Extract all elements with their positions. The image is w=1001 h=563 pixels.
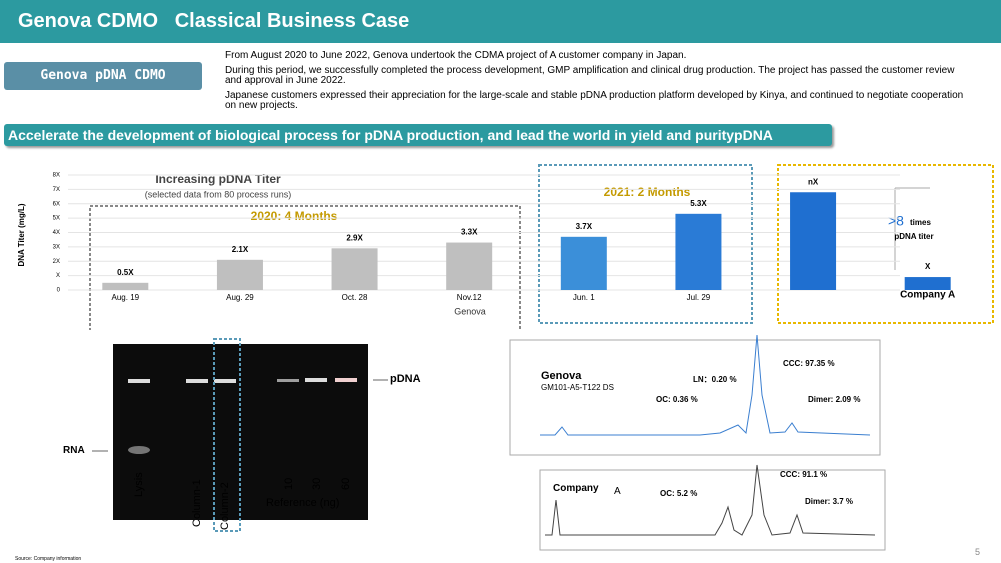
figures bbox=[92, 335, 886, 551]
peak-label: CCC: 91.1 % bbox=[780, 470, 828, 479]
paragraph: During this period, we successfully comp… bbox=[225, 65, 955, 86]
y-tick-label: 2X bbox=[53, 259, 60, 265]
bar bbox=[102, 282, 149, 290]
lane-label: Lysis bbox=[133, 472, 145, 497]
y-tick-label: 3X bbox=[53, 244, 60, 250]
page-number: 5 bbox=[975, 547, 981, 557]
bar bbox=[675, 213, 722, 290]
value-label: 0.5X bbox=[117, 268, 134, 277]
value-label: 2.1X bbox=[232, 245, 249, 254]
value-label: 5.3X bbox=[690, 199, 707, 208]
peak-label: CCC: 97.35 % bbox=[783, 359, 835, 368]
chromatogram bbox=[539, 469, 886, 551]
paragraph: Japanese customers expressed their appre… bbox=[225, 90, 964, 111]
lane-label: Column-2 bbox=[219, 482, 231, 530]
hplc-name: Genova bbox=[541, 370, 582, 382]
annotation-symbol: >8 bbox=[888, 213, 904, 229]
chromatogram-line bbox=[540, 335, 871, 436]
group-label: 2021: 2 Months bbox=[604, 185, 691, 199]
chromatogram-line bbox=[545, 464, 876, 536]
y-tick-label: 6X bbox=[53, 201, 60, 207]
hplc-name: A bbox=[614, 486, 621, 497]
group-box bbox=[89, 205, 521, 330]
banner: Accelerate the development of biological… bbox=[4, 124, 832, 146]
value-label: X bbox=[925, 262, 931, 271]
reference-label: Reference (ng) bbox=[266, 497, 340, 509]
x-tick-label: Company A bbox=[900, 290, 955, 301]
value-label: 3.3X bbox=[461, 228, 478, 237]
lane-label: 60 bbox=[340, 477, 352, 490]
y-axis-label: DNA Titer (mg/L) bbox=[17, 203, 26, 266]
x-tick-label: Aug. 19 bbox=[112, 293, 140, 302]
gel-label: pDNA bbox=[390, 373, 421, 385]
y-tick-label: X bbox=[56, 273, 60, 279]
annotation: pDNA titer bbox=[894, 232, 933, 241]
chart-title: Increasing pDNA Titer bbox=[155, 172, 281, 186]
bar bbox=[446, 242, 493, 290]
y-tick-label: 0 bbox=[57, 288, 61, 294]
x-tick-label: Jun. 1 bbox=[573, 293, 595, 302]
highlight-box bbox=[213, 338, 241, 532]
gel-bands bbox=[128, 378, 357, 454]
value-label: 2.9X bbox=[346, 233, 363, 242]
lane-label: 10 bbox=[283, 477, 295, 490]
bar bbox=[560, 236, 607, 290]
peak-label: OC: 0.36 % bbox=[656, 395, 698, 404]
peak-label: Dimer: 2.09 % bbox=[808, 395, 861, 404]
bar bbox=[790, 192, 837, 290]
lane-label: Column-1 bbox=[191, 479, 203, 527]
bar bbox=[216, 259, 263, 290]
bar bbox=[331, 248, 378, 290]
y-tick-label: 4X bbox=[53, 230, 60, 236]
group-box bbox=[777, 164, 994, 324]
peak-label: OC: 5.2 % bbox=[660, 489, 698, 498]
group-box bbox=[538, 164, 753, 324]
chromatogram bbox=[509, 339, 881, 456]
lane-label: 30 bbox=[311, 477, 323, 490]
value-label: nX bbox=[808, 177, 819, 186]
bar bbox=[904, 277, 951, 290]
group-label: 2020: 4 Months bbox=[251, 209, 338, 223]
y-tick-label: 8X bbox=[53, 173, 60, 179]
annotation: times bbox=[910, 218, 931, 227]
gel-label: RNA bbox=[63, 445, 85, 456]
hplc-name: Company bbox=[553, 483, 599, 494]
tag: Genova pDNA CDMO bbox=[4, 62, 202, 90]
peak-label: LN：0.20 % bbox=[693, 375, 737, 384]
x-tick-label: Aug. 29 bbox=[226, 293, 254, 302]
value-label: 3.7X bbox=[576, 222, 593, 231]
header-title: Genova CDMO Classical Business Case bbox=[0, 0, 1001, 43]
peak-label: Dimer: 3.7 % bbox=[805, 497, 854, 506]
x-tick-label: Nov.12 bbox=[457, 293, 482, 302]
y-tick-label: 7X bbox=[53, 187, 60, 193]
hplc-sample: GM101-A5-T122 DS bbox=[541, 383, 614, 392]
source: Source: Company information bbox=[15, 556, 82, 562]
chart: Increasing pDNA Titer (selected data fro… bbox=[17, 164, 994, 330]
x-tick-label: Jul. 29 bbox=[687, 293, 711, 302]
x-tick-label: Oct. 28 bbox=[342, 293, 368, 302]
y-tick-label: 5X bbox=[53, 216, 60, 222]
x-group-label: Genova bbox=[454, 306, 486, 316]
paragraph: From August 2020 to June 2022, Genova un… bbox=[225, 50, 687, 61]
chart-subtitle: (selected data from 80 process runs) bbox=[145, 189, 292, 199]
